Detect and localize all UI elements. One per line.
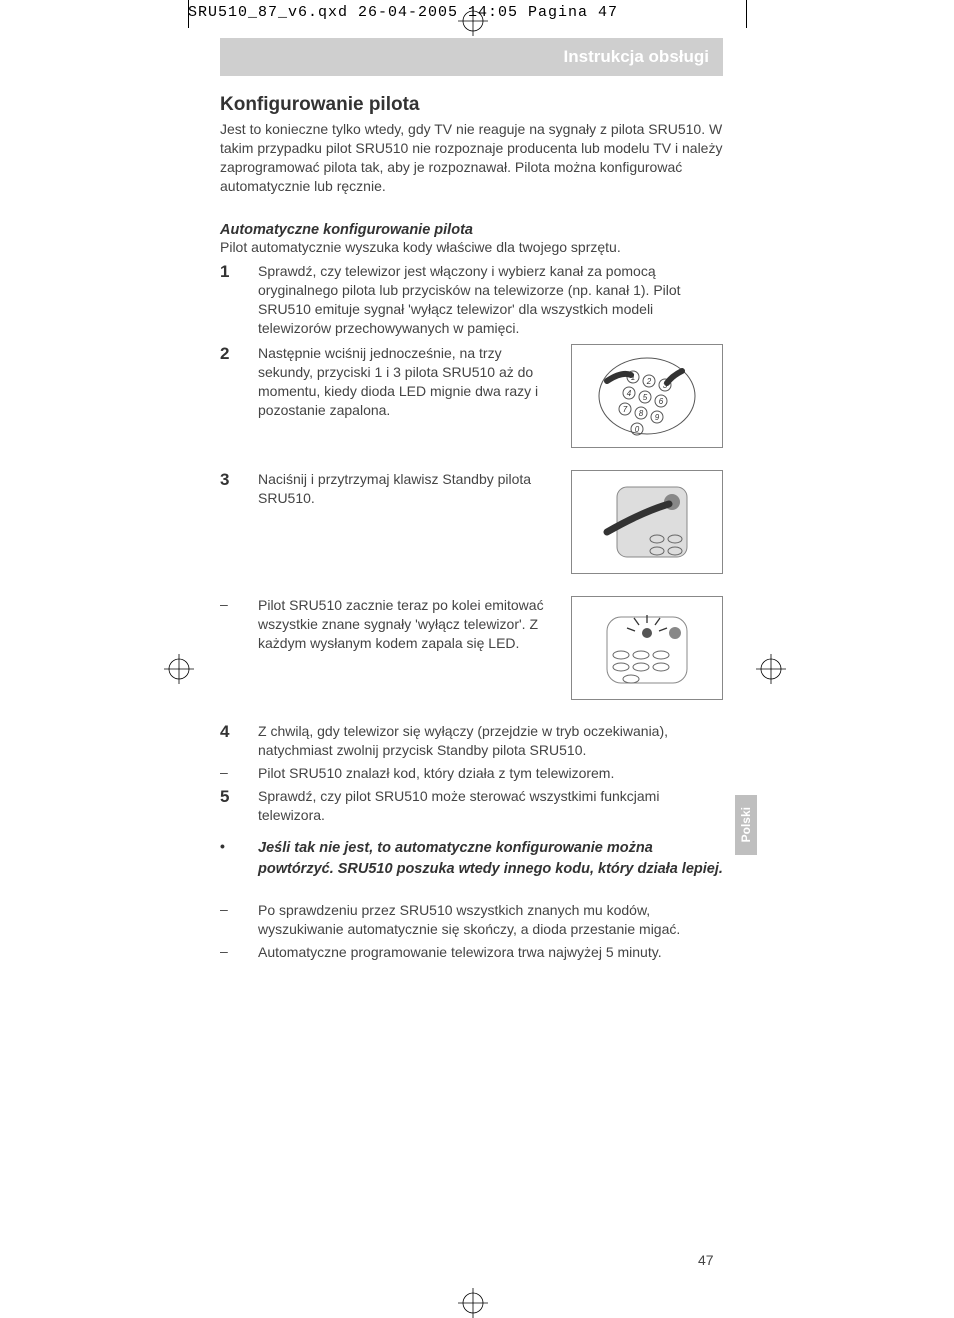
svg-text:7: 7 (623, 405, 628, 414)
dash-marker: – (220, 764, 242, 783)
step-1: 1 Sprawdź, czy telewizor jest włączony i… (220, 262, 723, 338)
section-title: Konfigurowanie pilota (220, 94, 723, 116)
step-4: 4 Z chwilą, gdy telewizor się wyłączy (p… (220, 722, 723, 760)
language-tab: Polski (735, 795, 757, 855)
bullet-marker: • (220, 838, 242, 879)
step-text: Automatyczne programowanie telewizora tr… (258, 943, 723, 962)
page-header-bar: Instrukcja obsługi (220, 38, 723, 76)
step-2: 2 Następnie wciśnij jednocześnie, na trz… (220, 344, 723, 448)
step-number: 3 (220, 470, 242, 490)
auto-subhead: Automatyczne konfigurowanie pilota (220, 222, 723, 238)
registration-mark-right (756, 654, 786, 684)
step-number: 1 (220, 262, 242, 338)
dash-marker: – (220, 901, 242, 939)
svg-text:5: 5 (643, 393, 648, 402)
step-text-emphasis: Jeśli tak nie jest, to automatyczne konf… (258, 838, 723, 879)
step-text: Pilot SRU510 zacznie teraz po kolei emit… (258, 596, 555, 653)
dash-marker: – (220, 596, 242, 612)
svg-text:6: 6 (659, 397, 664, 406)
step-dash-emit: – Pilot SRU510 zacznie teraz po kolei em… (220, 596, 723, 700)
registration-mark-top (458, 6, 488, 36)
step-text: Sprawdź, czy pilot SRU510 może sterować … (258, 787, 723, 825)
registration-mark-left (164, 654, 194, 684)
step-text: Naciśnij i przytrzymaj klawisz Standby p… (258, 470, 555, 508)
step-text: Pilot SRU510 znalazł kod, który działa z… (258, 764, 723, 783)
step-number: 2 (220, 344, 242, 364)
page-number: 47 (698, 1252, 714, 1268)
svg-text:0: 0 (635, 425, 640, 434)
registration-mark-bottom (458, 1288, 488, 1318)
illustration-keypad: 1 2 3 4 5 6 7 8 9 0 (571, 344, 723, 448)
step-bullet-retry: • Jeśli tak nie jest, to automatyczne ko… (220, 838, 723, 879)
step-text: Po sprawdzeniu przez SRU510 wszystkich z… (258, 901, 723, 939)
illustration-led (571, 596, 723, 700)
step-dash-duration: – Automatyczne programowanie telewizora … (220, 943, 723, 962)
svg-text:8: 8 (639, 409, 644, 418)
language-tab-label: Polski (739, 807, 753, 842)
step-5: 5 Sprawdź, czy pilot SRU510 może sterowa… (220, 787, 723, 825)
step-text: Następnie wciśnij jednocześnie, na trzy … (258, 344, 555, 420)
step-number: 4 (220, 722, 242, 760)
illustration-standby (571, 470, 723, 574)
step-3: 3 Naciśnij i przytrzymaj klawisz Standby… (220, 470, 723, 574)
section-intro: Jest to konieczne tylko wtedy, gdy TV ni… (220, 120, 723, 196)
step-dash-allcodes: – Po sprawdzeniu przez SRU510 wszystkich… (220, 901, 723, 939)
svg-text:9: 9 (655, 413, 660, 422)
step-text: Z chwilą, gdy telewizor się wyłączy (prz… (258, 722, 723, 760)
step-dash-found: – Pilot SRU510 znalazł kod, który działa… (220, 764, 723, 783)
step-number: 5 (220, 787, 242, 825)
svg-text:2: 2 (646, 377, 652, 386)
main-content: Konfigurowanie pilota Jest to konieczne … (220, 94, 723, 962)
page-header-title: Instrukcja obsługi (564, 47, 709, 67)
dash-marker: – (220, 943, 242, 962)
step-text: Sprawdź, czy telewizor jest włączony i w… (258, 262, 723, 338)
qxd-header-line: SRU510_87_v6.qxd 26-04-2005 14:05 Pagina… (188, 4, 618, 21)
auto-subdesc: Pilot automatycznie wyszuka kody właściw… (220, 238, 723, 257)
svg-text:4: 4 (627, 389, 632, 398)
